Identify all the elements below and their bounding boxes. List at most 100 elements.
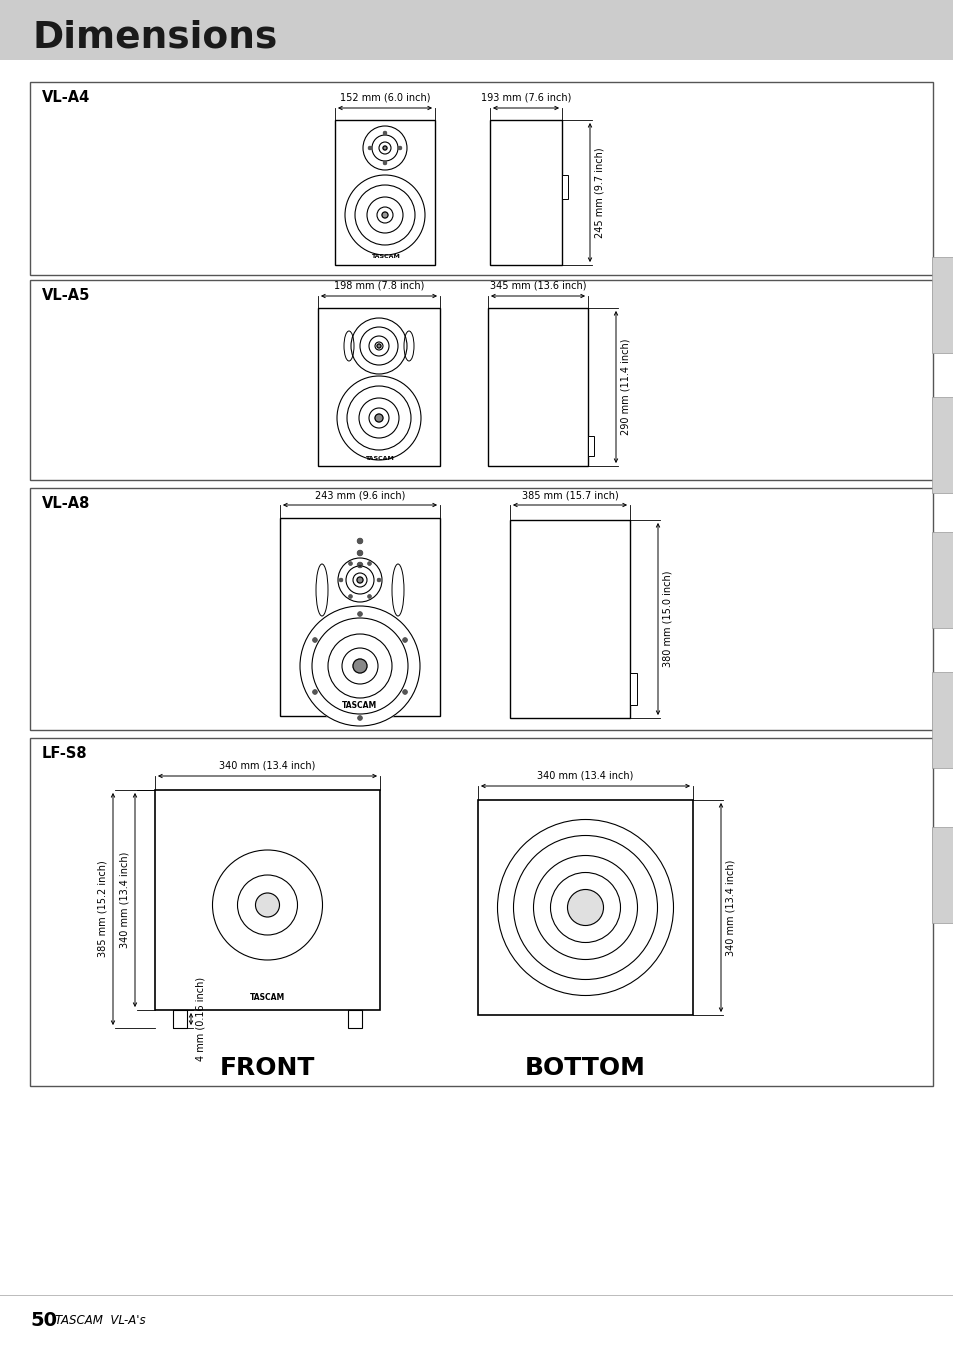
Text: 4 mm (0.16 inch): 4 mm (0.16 inch) bbox=[195, 977, 206, 1062]
Circle shape bbox=[375, 414, 382, 422]
Circle shape bbox=[337, 558, 381, 602]
Circle shape bbox=[567, 889, 603, 925]
Text: 385 mm (15.2 inch): 385 mm (15.2 inch) bbox=[98, 861, 108, 958]
Circle shape bbox=[351, 318, 407, 374]
Circle shape bbox=[357, 550, 362, 556]
Circle shape bbox=[497, 819, 673, 996]
Circle shape bbox=[328, 634, 392, 697]
Text: 380 mm (15.0 inch): 380 mm (15.0 inch) bbox=[662, 571, 672, 668]
Circle shape bbox=[367, 197, 402, 233]
Text: Dimensions: Dimensions bbox=[32, 20, 277, 57]
Circle shape bbox=[376, 206, 393, 223]
Text: 152 mm (6.0 inch): 152 mm (6.0 inch) bbox=[339, 93, 430, 103]
Circle shape bbox=[255, 893, 279, 917]
Text: 340 mm (13.4 inch): 340 mm (13.4 inch) bbox=[120, 851, 130, 948]
Text: DEUTSCH: DEUTSCH bbox=[938, 422, 946, 467]
Text: 340 mm (13.4 inch): 340 mm (13.4 inch) bbox=[219, 761, 315, 772]
Circle shape bbox=[355, 185, 415, 246]
Text: ESPAÑOL: ESPAÑOL bbox=[938, 854, 946, 896]
Text: TASCAM: TASCAM bbox=[370, 254, 399, 259]
Circle shape bbox=[369, 407, 389, 428]
Circle shape bbox=[368, 563, 371, 565]
Circle shape bbox=[402, 638, 407, 642]
Circle shape bbox=[312, 618, 408, 714]
Bar bbox=[587, 436, 594, 456]
Circle shape bbox=[349, 595, 352, 598]
Text: 243 mm (9.6 inch): 243 mm (9.6 inch) bbox=[314, 490, 405, 500]
Circle shape bbox=[383, 131, 386, 135]
Circle shape bbox=[357, 563, 362, 568]
Bar bbox=[0, 0, 953, 59]
Bar bbox=[931, 258, 953, 353]
Text: VL-A8: VL-A8 bbox=[42, 495, 91, 510]
Text: VL-A5: VL-A5 bbox=[42, 287, 91, 302]
Circle shape bbox=[378, 142, 391, 154]
Circle shape bbox=[358, 398, 398, 438]
Bar bbox=[490, 120, 561, 264]
Circle shape bbox=[359, 326, 397, 366]
Bar bbox=[317, 308, 439, 465]
Circle shape bbox=[368, 147, 371, 150]
Circle shape bbox=[313, 689, 316, 693]
Circle shape bbox=[345, 175, 424, 255]
Bar bbox=[30, 82, 932, 275]
Bar bbox=[30, 281, 932, 480]
Bar bbox=[931, 397, 953, 492]
Text: 340 mm (13.4 inch): 340 mm (13.4 inch) bbox=[725, 859, 735, 955]
Circle shape bbox=[375, 343, 382, 349]
Bar bbox=[629, 673, 637, 706]
Circle shape bbox=[533, 855, 637, 959]
Text: 198 mm (7.8 inch): 198 mm (7.8 inch) bbox=[334, 281, 424, 291]
Text: TASCAM: TASCAM bbox=[250, 993, 285, 1002]
Text: LF-S8: LF-S8 bbox=[42, 746, 88, 761]
Text: 385 mm (15.7 inch): 385 mm (15.7 inch) bbox=[521, 490, 618, 500]
Text: 50: 50 bbox=[30, 1310, 57, 1330]
Circle shape bbox=[339, 579, 342, 581]
Circle shape bbox=[398, 147, 401, 150]
Bar bbox=[30, 738, 932, 1086]
Bar bbox=[931, 672, 953, 768]
Bar bbox=[172, 1010, 187, 1028]
Text: ENGLISH: ENGLISH bbox=[938, 285, 946, 325]
Circle shape bbox=[383, 162, 386, 165]
Circle shape bbox=[402, 689, 407, 693]
Text: TASCAM: TASCAM bbox=[364, 456, 393, 460]
Circle shape bbox=[513, 835, 657, 979]
Text: 193 mm (7.6 inch): 193 mm (7.6 inch) bbox=[480, 93, 571, 103]
Text: FRONT: FRONT bbox=[219, 1056, 314, 1081]
Bar bbox=[154, 791, 379, 1010]
Circle shape bbox=[368, 595, 371, 598]
Circle shape bbox=[357, 612, 361, 616]
Circle shape bbox=[356, 577, 363, 583]
Circle shape bbox=[353, 660, 367, 673]
Circle shape bbox=[363, 125, 407, 170]
Text: 245 mm (9.7 inch): 245 mm (9.7 inch) bbox=[595, 147, 604, 237]
Bar bbox=[335, 120, 435, 264]
Text: TASCAM: TASCAM bbox=[342, 701, 377, 711]
Bar bbox=[510, 519, 629, 718]
Circle shape bbox=[237, 876, 297, 935]
Circle shape bbox=[372, 135, 397, 161]
Circle shape bbox=[213, 850, 322, 960]
Text: 290 mm (11.4 inch): 290 mm (11.4 inch) bbox=[620, 339, 630, 436]
Bar bbox=[561, 175, 567, 200]
Text: FRANÇAIS: FRANÇAIS bbox=[938, 556, 946, 603]
Circle shape bbox=[357, 716, 361, 720]
Circle shape bbox=[369, 336, 389, 356]
Circle shape bbox=[377, 579, 380, 581]
Circle shape bbox=[299, 606, 419, 726]
Circle shape bbox=[349, 563, 352, 565]
Bar bbox=[931, 532, 953, 629]
Bar bbox=[348, 1010, 361, 1028]
Circle shape bbox=[313, 638, 316, 642]
Text: 345 mm (13.6 inch): 345 mm (13.6 inch) bbox=[489, 281, 586, 291]
Text: VL-A4: VL-A4 bbox=[42, 89, 91, 104]
Circle shape bbox=[341, 648, 377, 684]
Bar bbox=[477, 800, 692, 1014]
Bar bbox=[30, 488, 932, 730]
Text: 340 mm (13.4 inch): 340 mm (13.4 inch) bbox=[537, 772, 633, 781]
Bar bbox=[931, 827, 953, 923]
Text: ITALIANO: ITALIANO bbox=[938, 699, 946, 742]
Circle shape bbox=[382, 146, 387, 150]
Circle shape bbox=[376, 344, 380, 348]
